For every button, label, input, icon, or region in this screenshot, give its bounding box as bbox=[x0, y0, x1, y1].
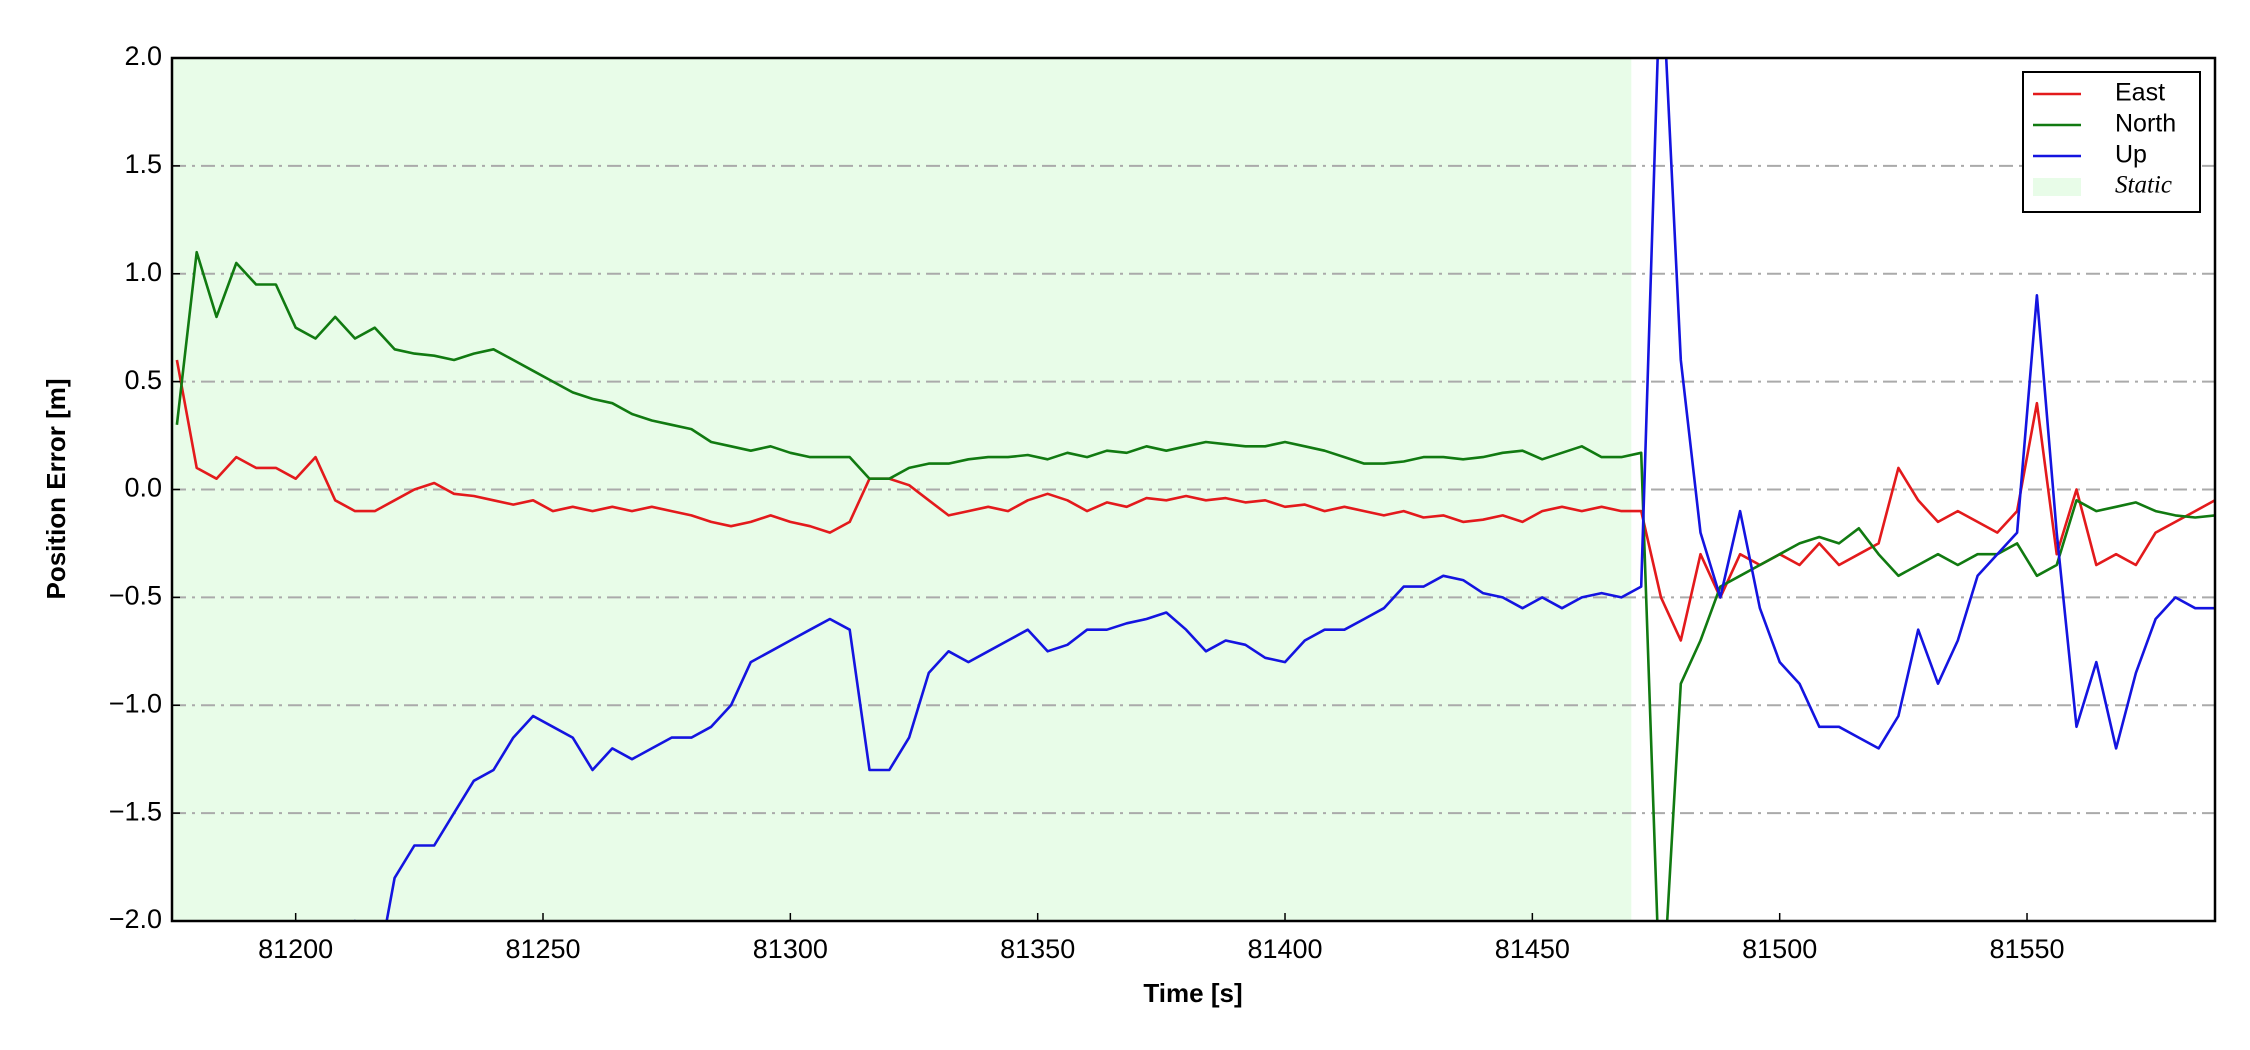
x-tick-label: 81500 bbox=[1742, 934, 1817, 964]
legend-label: Up bbox=[2115, 141, 2147, 169]
x-tick-label: 81200 bbox=[258, 934, 333, 964]
x-tick-label: 81350 bbox=[1000, 934, 1075, 964]
y-tick-label: −0.5 bbox=[109, 581, 162, 611]
legend-label: Static bbox=[2115, 172, 2172, 199]
series-line bbox=[175, 250, 2215, 921]
y-tick-label: 1.5 bbox=[124, 149, 162, 179]
y-axis-label: Position Error [m] bbox=[41, 378, 71, 599]
y-tick-label: 0.0 bbox=[124, 473, 162, 503]
legend-swatch bbox=[2033, 178, 2081, 196]
x-tick-label: 81300 bbox=[753, 934, 828, 964]
series-line bbox=[175, 359, 2215, 642]
plot-frame bbox=[170, 56, 2217, 923]
legend-label: East bbox=[2115, 79, 2165, 107]
series-line bbox=[353, 58, 2215, 921]
legend: East North Up Static bbox=[2022, 71, 2201, 213]
y-tick-label: −1.0 bbox=[109, 688, 162, 718]
x-tick-label: 81400 bbox=[1247, 934, 1322, 964]
plot-area bbox=[172, 58, 2215, 921]
legend-label: North bbox=[2115, 110, 2176, 138]
y-tick-label: 0.5 bbox=[124, 365, 162, 395]
x-tick-label: 81250 bbox=[505, 934, 580, 964]
y-tick-label: 1.0 bbox=[124, 257, 162, 287]
y-tick-label: −2.0 bbox=[109, 904, 162, 934]
y-tick-label: 2.0 bbox=[124, 41, 162, 71]
x-tick-label: 81450 bbox=[1495, 934, 1570, 964]
y-tick-label: −1.5 bbox=[109, 796, 162, 826]
x-axis-label: Time [s] bbox=[1143, 978, 1242, 1008]
x-tick-label: 81550 bbox=[1989, 934, 2064, 964]
